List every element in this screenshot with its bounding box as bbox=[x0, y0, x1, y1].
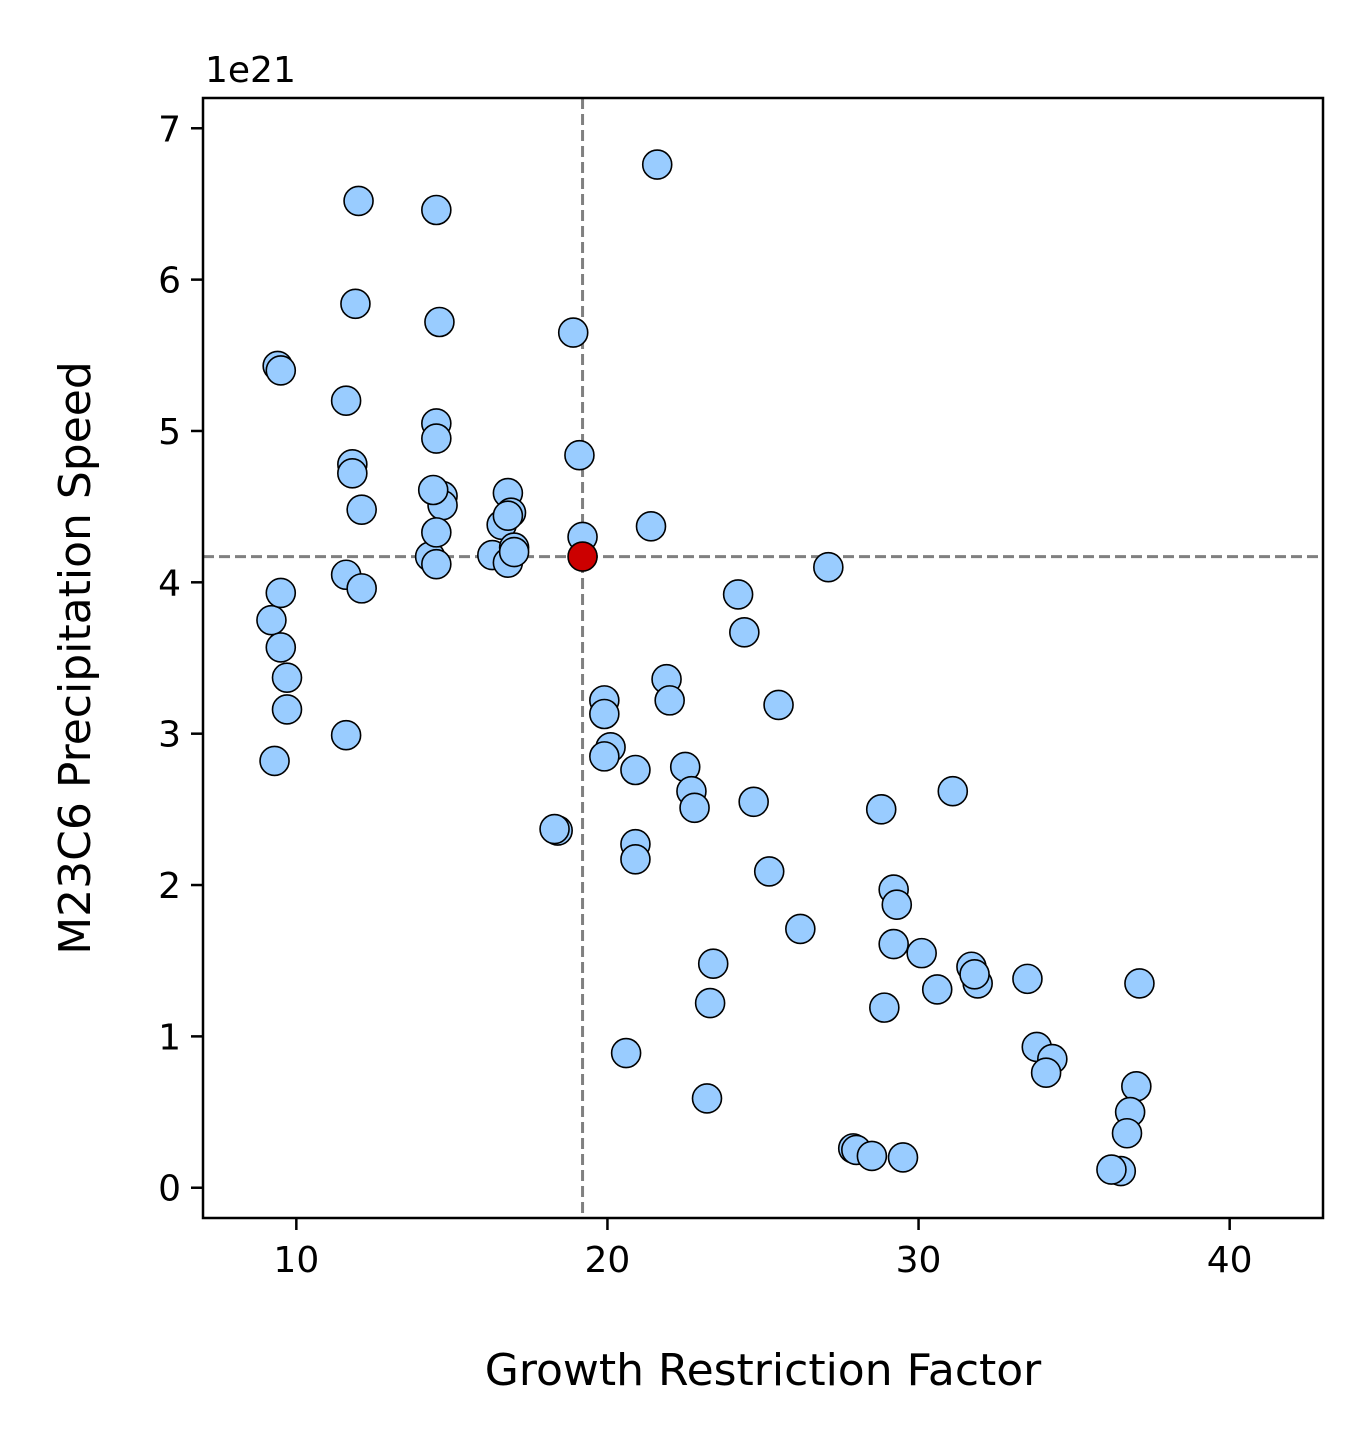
data-point bbox=[271, 662, 303, 693]
data-point bbox=[856, 1140, 888, 1172]
data-point bbox=[265, 355, 297, 386]
data-point bbox=[697, 948, 729, 980]
data-point bbox=[763, 689, 794, 721]
data-point bbox=[421, 548, 452, 580]
data-point bbox=[691, 1083, 723, 1114]
x-tick-label: 10 bbox=[273, 1240, 319, 1281]
data-point bbox=[620, 843, 651, 875]
data-point bbox=[620, 754, 651, 786]
x-axis-ticks: 10 20 30 40 bbox=[273, 1218, 1253, 1281]
data-point bbox=[343, 185, 374, 217]
x-tick-label: 30 bbox=[896, 1240, 942, 1281]
data-point bbox=[641, 149, 673, 180]
data-point bbox=[330, 719, 362, 751]
data-point bbox=[937, 775, 969, 807]
data-point bbox=[498, 536, 530, 568]
data-point bbox=[417, 474, 449, 506]
data-point bbox=[421, 517, 452, 548]
data-point bbox=[589, 698, 620, 730]
data-point bbox=[878, 928, 909, 960]
y-tick-label: 6 bbox=[158, 261, 181, 302]
data-point bbox=[1096, 1154, 1127, 1185]
data-point bbox=[564, 439, 595, 471]
data-point bbox=[340, 288, 371, 320]
data-point bbox=[346, 573, 377, 604]
y-tick-label: 3 bbox=[158, 715, 181, 756]
data-point bbox=[271, 694, 303, 725]
data-point bbox=[1121, 1071, 1152, 1102]
data-point bbox=[265, 632, 297, 663]
data-point bbox=[865, 794, 897, 825]
data-point bbox=[265, 577, 297, 609]
data-point bbox=[679, 792, 710, 824]
data-points bbox=[256, 149, 1155, 1187]
x-axis-label: Growth Restriction Factor bbox=[485, 1345, 1042, 1396]
data-point bbox=[654, 685, 685, 716]
data-point bbox=[259, 745, 290, 777]
data-point bbox=[729, 616, 760, 648]
data-point bbox=[921, 974, 953, 1005]
data-point bbox=[959, 959, 990, 990]
y-tick-label: 0 bbox=[158, 1169, 181, 1210]
data-point bbox=[589, 741, 620, 772]
y-tick-label: 7 bbox=[158, 109, 181, 150]
y-tick-label: 4 bbox=[158, 563, 181, 604]
y-tick-label: 5 bbox=[158, 412, 181, 453]
data-point bbox=[694, 987, 726, 1019]
data-point bbox=[421, 194, 452, 226]
data-point bbox=[1111, 1117, 1143, 1149]
x-tick-label: 40 bbox=[1207, 1240, 1253, 1281]
reference-lines bbox=[203, 98, 1323, 1218]
data-point bbox=[256, 604, 287, 636]
plot-area-frame bbox=[201, 96, 1325, 1220]
x-tick-label: 20 bbox=[585, 1240, 631, 1281]
data-point bbox=[1124, 968, 1155, 999]
data-point bbox=[1012, 963, 1043, 995]
data-point bbox=[424, 306, 455, 338]
data-point bbox=[881, 889, 913, 921]
data-point bbox=[813, 551, 844, 583]
data-point bbox=[557, 317, 589, 348]
highlight-point bbox=[567, 541, 598, 572]
data-point bbox=[869, 992, 900, 1023]
data-point bbox=[337, 458, 368, 489]
data-point bbox=[887, 1142, 919, 1173]
data-point bbox=[539, 813, 570, 845]
y-axis-ticks: 0 1 2 3 4 5 6 7 bbox=[158, 109, 203, 1210]
data-point bbox=[635, 511, 667, 542]
y-axis-label: M23C6 Precipitation Speed bbox=[50, 361, 101, 955]
data-point bbox=[330, 385, 362, 417]
y-offset-label: 1e21 bbox=[205, 50, 296, 91]
data-point bbox=[610, 1037, 642, 1069]
data-point bbox=[421, 423, 452, 454]
data-point bbox=[492, 500, 524, 532]
data-point bbox=[906, 937, 937, 969]
data-point bbox=[1030, 1057, 1062, 1089]
y-tick-label: 1 bbox=[158, 1017, 181, 1058]
data-point bbox=[753, 856, 785, 887]
highlight-layer bbox=[567, 541, 598, 572]
y-tick-label: 2 bbox=[158, 866, 181, 907]
data-point bbox=[722, 579, 754, 610]
data-point bbox=[785, 913, 816, 945]
data-point bbox=[738, 786, 769, 818]
data-point bbox=[346, 494, 377, 525]
